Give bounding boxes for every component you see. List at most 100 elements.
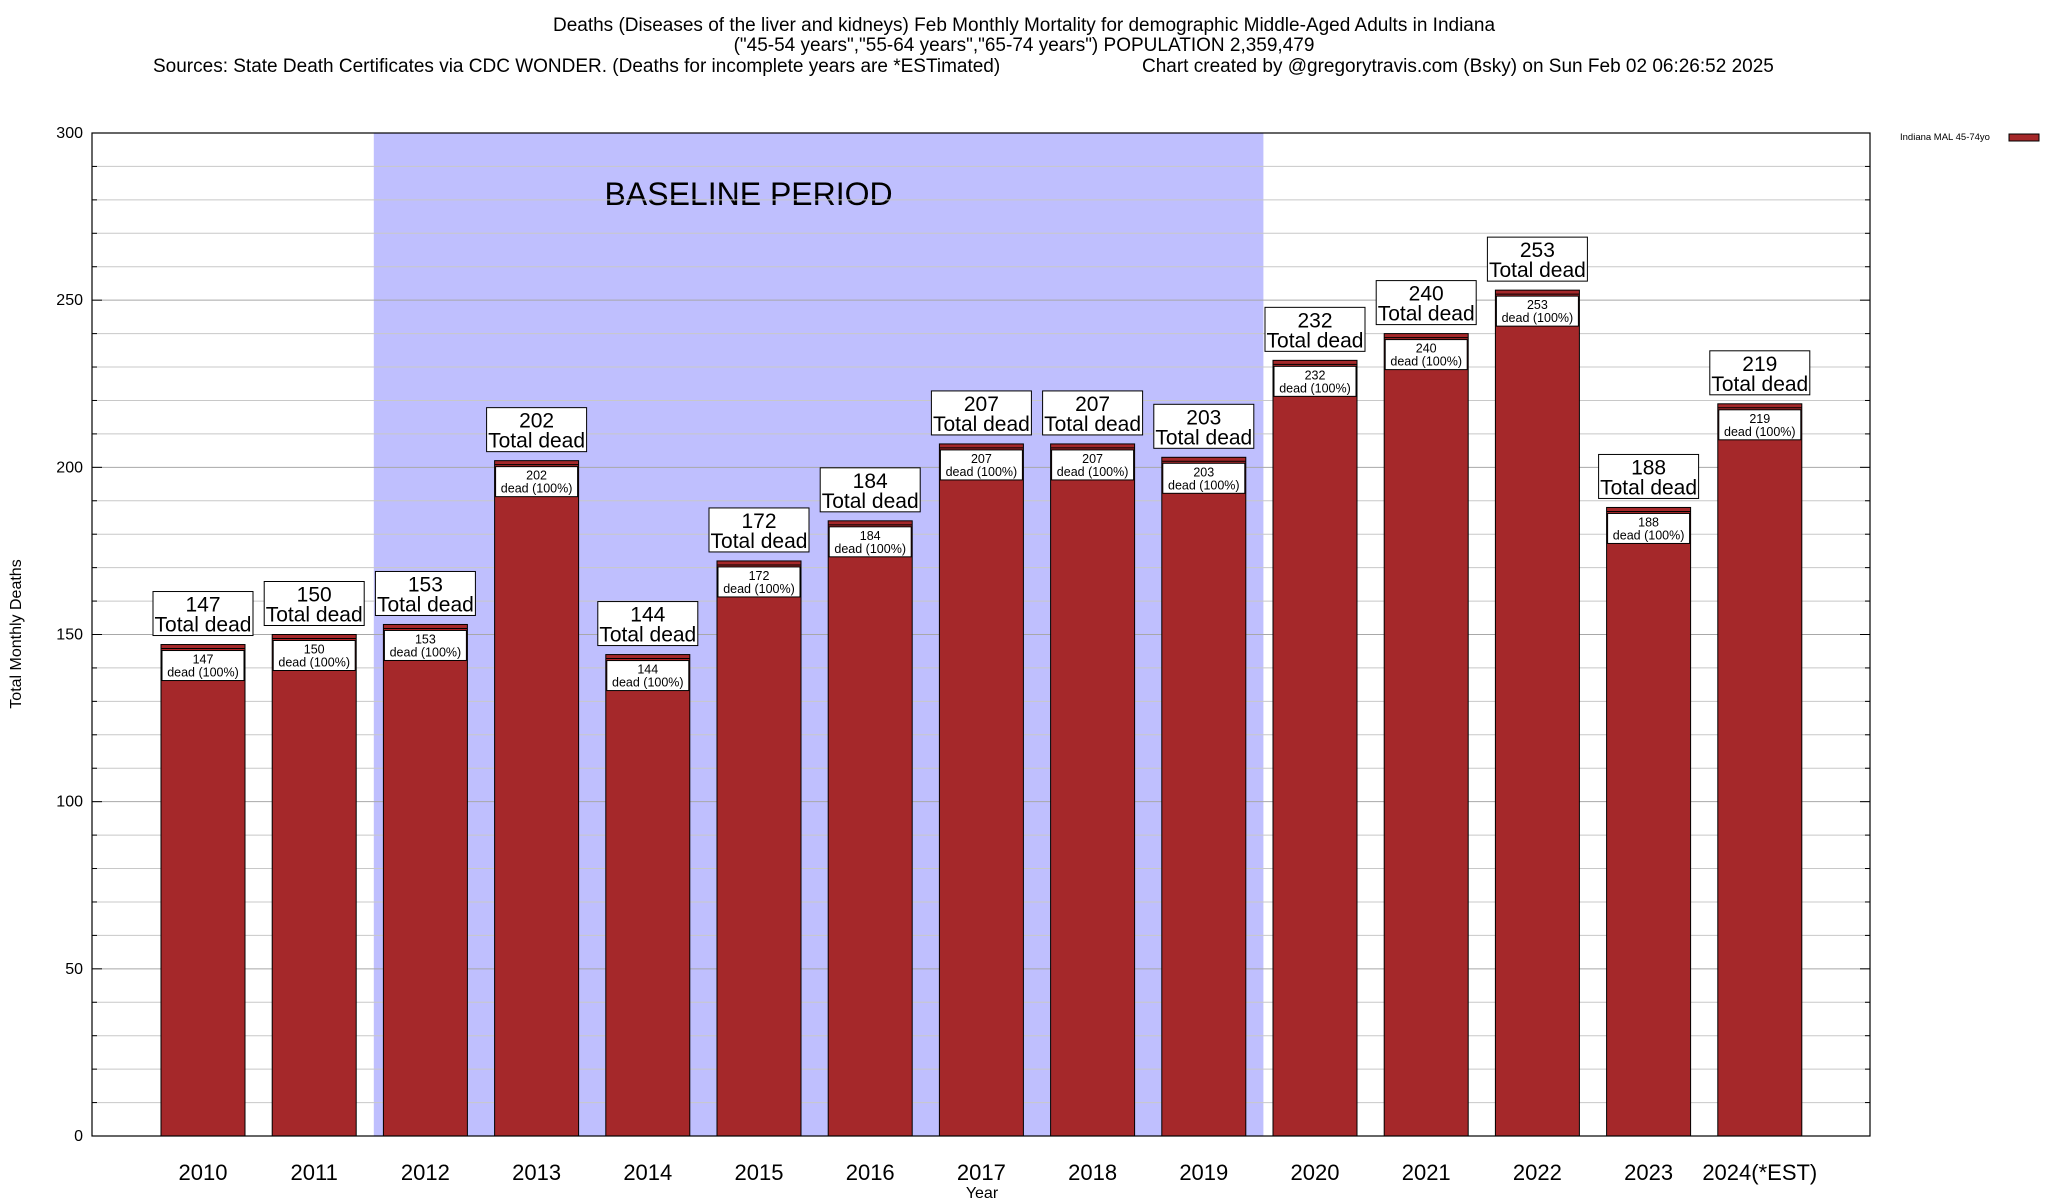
total-label-value: 219 bbox=[1742, 353, 1777, 376]
bars-layer bbox=[160, 289, 1803, 1137]
total-label-suffix: Total dead bbox=[599, 624, 696, 647]
inner-label-box bbox=[828, 526, 912, 558]
inner-label-suffix: dead (100%) bbox=[390, 645, 462, 659]
title-line-1: Deaths (Diseases of the liver and kidney… bbox=[553, 15, 1495, 36]
inner-label-box bbox=[161, 650, 245, 682]
total-label-suffix: Total dead bbox=[822, 490, 919, 513]
total-label-box bbox=[1598, 453, 1700, 499]
x-tick-label: 2015 bbox=[735, 1160, 784, 1185]
total-label-suffix: Total dead bbox=[933, 413, 1030, 436]
inner-label-suffix: dead (100%) bbox=[1168, 478, 1240, 492]
inner-label-value: 188 bbox=[1638, 515, 1659, 529]
title-credit: Chart created by @gregorytravis.com (Bsk… bbox=[1142, 56, 1774, 77]
inner-label-suffix: dead (100%) bbox=[834, 542, 906, 556]
bar bbox=[1606, 506, 1692, 1137]
y-tick-label: 200 bbox=[56, 459, 83, 476]
y-tick-label: 50 bbox=[65, 961, 83, 978]
bar bbox=[1383, 333, 1469, 1137]
y-tick-label: 0 bbox=[74, 1128, 83, 1145]
total-label-value: 184 bbox=[853, 470, 888, 493]
x-tick-label: 2021 bbox=[1402, 1160, 1451, 1185]
inner-label-suffix: dead (100%) bbox=[1724, 425, 1796, 439]
total-label-value: 147 bbox=[185, 594, 220, 617]
inner-label-box bbox=[495, 466, 579, 498]
total-label-suffix: Total dead bbox=[711, 530, 808, 553]
total-label-box bbox=[597, 601, 699, 647]
y-tick-label: 150 bbox=[56, 627, 83, 644]
bar bbox=[605, 654, 691, 1137]
inner-label-box bbox=[1384, 339, 1468, 371]
total-label-box bbox=[152, 591, 254, 637]
total-label-value: 144 bbox=[630, 604, 665, 627]
total-label-value: 153 bbox=[408, 573, 443, 596]
total-label-box bbox=[486, 407, 588, 453]
axis-layer: Total Monthly Deaths Year 0 50 100 150 200 25… bbox=[8, 125, 1871, 1200]
x-tick-label: 2024(*EST) bbox=[1702, 1160, 1817, 1185]
inner-label-suffix: dead (100%) bbox=[612, 676, 684, 690]
bar bbox=[494, 460, 580, 1137]
total-label-box bbox=[263, 581, 365, 626]
total-label-box bbox=[1153, 403, 1255, 449]
inner-label-box bbox=[1495, 295, 1579, 327]
x-tick-label: 2018 bbox=[1068, 1160, 1117, 1185]
total-label-box bbox=[1042, 390, 1144, 436]
x-axis-label: Year bbox=[966, 1185, 999, 1200]
title-line-2: ("45-54 years","55-64 years","65-74 year… bbox=[734, 35, 1315, 56]
y-tick-label: 300 bbox=[56, 125, 83, 142]
total-label-box bbox=[1709, 350, 1811, 396]
y-tick-label: 250 bbox=[56, 292, 83, 309]
total-label-value: 207 bbox=[964, 393, 999, 416]
inner-label-suffix: dead (100%) bbox=[1057, 465, 1129, 479]
inner-label-value: 253 bbox=[1527, 298, 1548, 312]
total-label-suffix: Total dead bbox=[1155, 426, 1252, 449]
bar bbox=[1050, 443, 1136, 1137]
total-label-suffix: Total dead bbox=[155, 614, 252, 637]
total-label-value: 253 bbox=[1520, 239, 1555, 262]
inner-label-suffix: dead (100%) bbox=[946, 465, 1018, 479]
inner-label-value: 240 bbox=[1416, 342, 1437, 356]
inner-label-value: 203 bbox=[1193, 465, 1214, 479]
inner-label-value: 153 bbox=[415, 632, 436, 646]
total-label-suffix: Total dead bbox=[1044, 413, 1141, 436]
bar bbox=[1161, 456, 1247, 1137]
inner-label-value: 147 bbox=[193, 653, 214, 667]
inner-label-value: 144 bbox=[637, 663, 658, 677]
inner-label-value: 172 bbox=[749, 569, 770, 583]
inner-label-value: 232 bbox=[1305, 368, 1326, 382]
plot-frame bbox=[91, 132, 1871, 1137]
bar bbox=[271, 634, 357, 1137]
bar bbox=[716, 560, 802, 1137]
legend: Indiana MAL 45-74yo bbox=[1900, 132, 2040, 143]
bar bbox=[938, 443, 1024, 1137]
inner-label-value: 219 bbox=[1749, 412, 1770, 426]
total-label-suffix: Total dead bbox=[1378, 303, 1475, 326]
total-label-value: 188 bbox=[1631, 456, 1666, 479]
inner-label-value: 202 bbox=[526, 469, 547, 483]
inner-label-box bbox=[272, 640, 356, 671]
total-label-suffix: Total dead bbox=[1600, 476, 1697, 499]
inner-label-box bbox=[1273, 365, 1357, 397]
inner-label-box bbox=[1607, 512, 1691, 544]
y-axis-label: Total Monthly Deaths bbox=[8, 559, 25, 708]
x-tick-label: 2014 bbox=[623, 1160, 672, 1185]
total-label-value: 240 bbox=[1409, 283, 1444, 306]
bar bbox=[827, 520, 913, 1137]
total-label-value: 202 bbox=[519, 410, 554, 433]
total-label-suffix: Total dead bbox=[1711, 373, 1808, 396]
inner-label-box bbox=[383, 629, 467, 661]
total-label-box bbox=[708, 507, 810, 553]
total-label-box bbox=[1486, 236, 1588, 282]
bar bbox=[382, 623, 468, 1137]
inner-label-box bbox=[717, 566, 801, 598]
bar bbox=[1272, 359, 1358, 1137]
inner-label-suffix: dead (100%) bbox=[501, 482, 573, 496]
inner-label-suffix: dead (100%) bbox=[1502, 311, 1574, 325]
legend-swatch bbox=[2008, 133, 2040, 142]
total-label-value: 232 bbox=[1297, 309, 1332, 332]
inner-label-suffix: dead (100%) bbox=[1390, 355, 1462, 369]
total-label-suffix: Total dead bbox=[1489, 259, 1586, 282]
bar bbox=[160, 644, 246, 1137]
inner-label-box bbox=[1051, 449, 1135, 481]
baseline-period-label: BASELINE PERIOD bbox=[605, 176, 893, 212]
